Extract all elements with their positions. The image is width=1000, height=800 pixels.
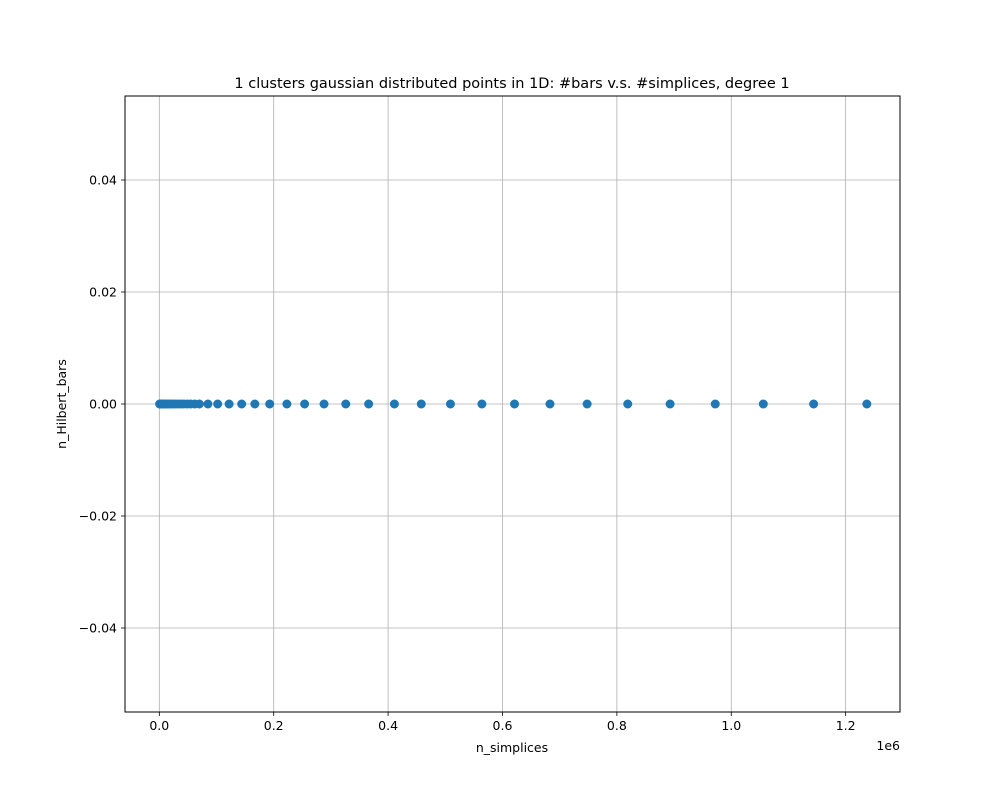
y-tick-label: −0.04: [79, 621, 117, 636]
x-axis-ticks: 0.0 0.2 0.4 0.6 0.8 1.0 1.2: [149, 712, 856, 733]
data-point: [265, 399, 275, 409]
data-point: [194, 399, 204, 409]
data-point: [809, 399, 819, 409]
x-tick-label: 0.0: [149, 718, 169, 733]
x-tick-label: 0.4: [378, 718, 398, 733]
data-point: [623, 399, 633, 409]
data-point: [282, 399, 292, 409]
x-axis-label: n_simplices: [476, 740, 548, 755]
data-point: [416, 399, 426, 409]
y-tick-label: 0.04: [89, 173, 117, 188]
y-tick-label: 0.00: [89, 397, 117, 412]
chart-title: 1 clusters gaussian distributed points i…: [234, 76, 789, 92]
data-point: [341, 399, 351, 409]
data-point: [582, 399, 592, 409]
x-tick-label: 0.8: [607, 718, 627, 733]
data-point: [213, 399, 223, 409]
x-tick-label: 0.6: [493, 718, 513, 733]
data-point: [319, 399, 329, 409]
data-point: [710, 399, 720, 409]
data-point: [510, 399, 520, 409]
x-tick-label: 1.0: [721, 718, 741, 733]
grid: [125, 96, 900, 712]
x-tick-label: 1.2: [836, 718, 856, 733]
data-point: [758, 399, 768, 409]
data-point: [862, 399, 872, 409]
data-point: [445, 399, 455, 409]
x-axis-offset-label: 1e6: [876, 738, 900, 753]
data-point: [477, 399, 487, 409]
x-tick-label: 0.2: [264, 718, 284, 733]
data-point: [203, 399, 213, 409]
y-axis-label: n_Hilbert_bars: [54, 359, 69, 449]
data-point: [300, 399, 310, 409]
data-point: [224, 399, 234, 409]
data-points: [155, 399, 872, 409]
data-point: [545, 399, 555, 409]
data-point: [665, 399, 675, 409]
y-axis-ticks: −0.04 −0.02 0.00 0.02 0.04: [79, 173, 125, 636]
data-point: [389, 399, 399, 409]
data-point: [237, 399, 247, 409]
y-tick-label: −0.02: [79, 509, 117, 524]
data-point: [364, 399, 374, 409]
y-tick-label: 0.02: [89, 285, 117, 300]
data-point: [250, 399, 260, 409]
